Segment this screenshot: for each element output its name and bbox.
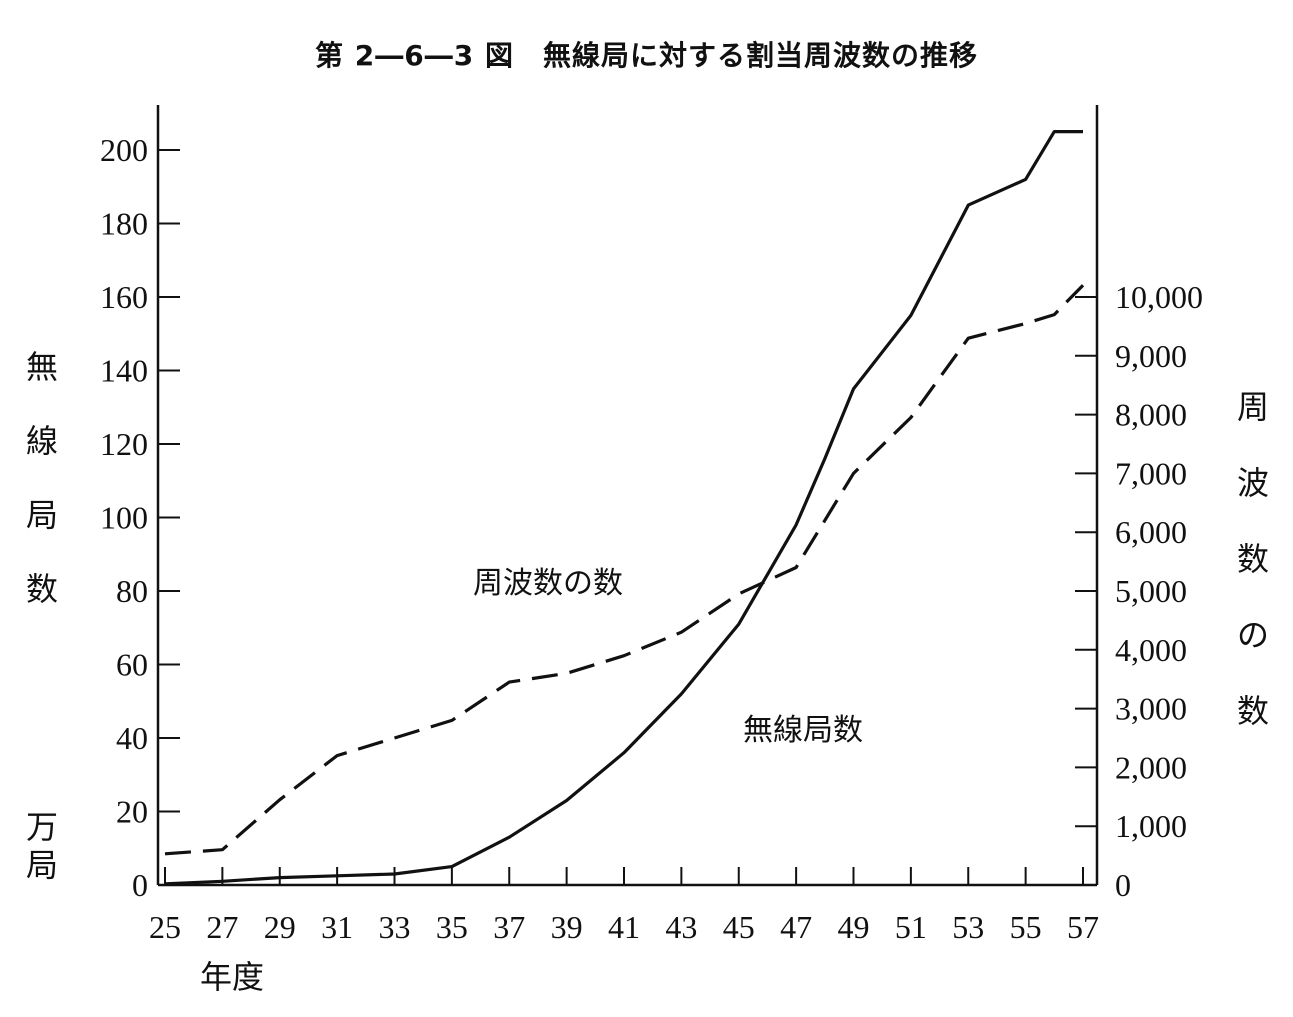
y-left-unit-char: 万: [26, 808, 58, 846]
y-right-title-char: の: [1237, 616, 1269, 654]
x-tick-label: 55: [1010, 909, 1042, 945]
y-left-title-char: 局: [26, 496, 58, 534]
x-tick-label: 31: [321, 909, 353, 945]
y-left-tick-label: 100: [100, 500, 148, 536]
y-left-tick-label: 200: [100, 132, 148, 168]
x-tick-label: 53: [952, 909, 984, 945]
y-right-tick-label: 4,000: [1115, 632, 1187, 668]
x-tick-label: 45: [723, 909, 755, 945]
series-lines: [164, 130, 1085, 886]
y-right-title-char: 波: [1237, 464, 1269, 502]
y-right-title-char: 周: [1237, 388, 1269, 426]
x-tick-label: 43: [665, 909, 697, 945]
x-tick-label: 49: [838, 909, 870, 945]
y-right-tick-label: 8,000: [1115, 397, 1187, 433]
y-left-tick-label: 120: [100, 426, 148, 462]
x-tick-label: 51: [895, 909, 927, 945]
y-right-tick-label: 1,000: [1115, 808, 1187, 844]
series-label: 無線局数: [743, 713, 863, 748]
y-right-title-char: 数: [1237, 692, 1269, 730]
y-right-tick-label: 9,000: [1115, 338, 1187, 374]
x-tick-label: 37: [493, 909, 525, 945]
x-tick-label: 35: [436, 909, 468, 945]
y-left-tick-label: 140: [100, 353, 148, 389]
ticks: 0 20 40 60 80 100 120 140 160 180 200 0 1,000 2,000 3,…: [100, 132, 1203, 945]
y-left-unit-char: 局: [26, 846, 58, 884]
series-label: 周波数の数: [473, 566, 623, 601]
axes: [156, 105, 1099, 887]
y-left-tick-label: 20: [116, 794, 148, 830]
y-left-tick-label: 60: [116, 647, 148, 683]
x-tick-label: 41: [608, 909, 640, 945]
y-left-tick-label: 80: [116, 573, 148, 609]
y-left-title-char: 線: [26, 422, 58, 460]
y-right-tick-label: 6,000: [1115, 514, 1187, 550]
series-line-stations: [164, 130, 1083, 886]
y-left-title-char: 無: [26, 348, 58, 386]
y-left-title-char: 数: [26, 570, 58, 608]
y-left-tick-label: 160: [100, 279, 148, 315]
x-tick-label: 29: [264, 909, 296, 945]
x-tick-label: 47: [780, 909, 812, 945]
x-axis-title: 年度: [200, 958, 264, 996]
y-left-tick-label: 40: [116, 720, 148, 756]
y-right-tick-label: 5,000: [1115, 573, 1187, 609]
y-right-tick-label: 2,000: [1115, 749, 1187, 785]
chart-title: 第 2―6―3 図 無線局に対する割当周波数の推移: [315, 39, 978, 72]
y-right-tick-label: 3,000: [1115, 691, 1187, 727]
y-left-tick-label: 180: [100, 206, 148, 242]
y-right-tick-label: 0: [1115, 867, 1131, 903]
x-tick-label: 25: [149, 909, 181, 945]
series-line-frequencies: [164, 284, 1085, 856]
y-right-title-char: 数: [1237, 540, 1269, 578]
y-right-tick-label: 7,000: [1115, 455, 1187, 491]
x-tick-label: 27: [206, 909, 238, 945]
y-right-tick-label: 10,000: [1115, 279, 1203, 315]
x-tick-label: 33: [379, 909, 411, 945]
y-left-tick-label: 0: [132, 867, 148, 903]
x-tick-label: 57: [1067, 909, 1099, 945]
x-tick-label: 39: [551, 909, 583, 945]
